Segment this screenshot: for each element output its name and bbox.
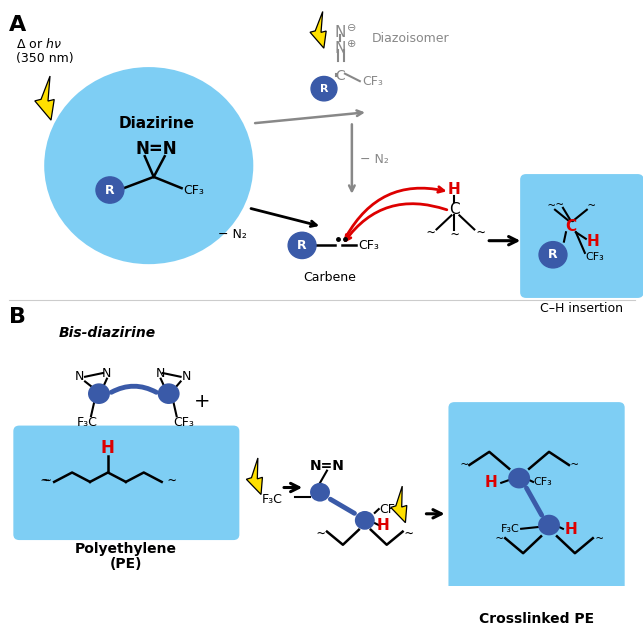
Text: CF₃: CF₃	[362, 75, 383, 88]
Text: ~: ~	[404, 528, 413, 541]
Text: C–H insertion: C–H insertion	[540, 302, 623, 315]
Text: H: H	[565, 522, 577, 537]
Text: +: +	[194, 392, 211, 411]
Text: ~: ~	[317, 528, 325, 541]
Circle shape	[311, 77, 337, 101]
Text: H: H	[448, 181, 461, 197]
Polygon shape	[310, 11, 327, 48]
Text: R: R	[319, 83, 328, 93]
Text: ~: ~	[587, 199, 594, 212]
Text: ~: ~	[42, 475, 50, 489]
Circle shape	[96, 177, 124, 203]
Circle shape	[539, 242, 567, 268]
Text: (PE): (PE)	[109, 557, 142, 571]
Text: ~: ~	[547, 199, 554, 212]
Text: Diazoisomer: Diazoisomer	[372, 32, 450, 45]
Text: C: C	[449, 202, 460, 217]
Text: CF₃: CF₃	[174, 416, 194, 429]
Circle shape	[538, 515, 560, 535]
Circle shape	[508, 468, 530, 488]
Text: C: C	[335, 69, 345, 83]
Text: ~: ~	[167, 475, 176, 489]
Text: CF₃: CF₃	[379, 503, 400, 516]
Circle shape	[288, 232, 316, 259]
Text: ~: ~	[460, 459, 468, 472]
Text: R: R	[548, 249, 558, 261]
Text: H: H	[485, 475, 498, 490]
Text: H: H	[101, 439, 115, 457]
Text: Diazirine: Diazirine	[118, 116, 194, 131]
Text: ~: ~	[476, 227, 484, 241]
Text: ~: ~	[595, 531, 603, 545]
Text: CF₃: CF₃	[533, 477, 552, 487]
Circle shape	[88, 383, 110, 404]
Polygon shape	[391, 486, 407, 523]
Text: N: N	[182, 370, 191, 383]
Text: CF₃: CF₃	[586, 252, 605, 262]
Text: ~: ~	[426, 227, 435, 241]
Text: ~: ~	[495, 531, 503, 545]
FancyBboxPatch shape	[520, 174, 643, 298]
Text: $\Delta$ or $h\nu$: $\Delta$ or $h\nu$	[16, 37, 62, 51]
Polygon shape	[35, 76, 54, 120]
Circle shape	[158, 383, 180, 404]
Text: ⊖: ⊖	[347, 23, 357, 33]
Text: N: N	[334, 40, 346, 56]
Circle shape	[44, 67, 253, 264]
Text: ~: ~	[450, 229, 459, 243]
Text: − N₂: − N₂	[360, 153, 389, 166]
Text: H: H	[587, 234, 599, 249]
Text: A: A	[10, 16, 26, 36]
Text: Bis-diazirine: Bis-diazirine	[59, 326, 156, 340]
Text: C: C	[565, 219, 576, 234]
Text: R: R	[105, 184, 115, 196]
Text: N=N: N=N	[136, 140, 178, 158]
Text: N=N: N=N	[310, 459, 345, 473]
Text: Crosslinked PE: Crosslinked PE	[478, 612, 594, 623]
Text: N: N	[334, 25, 346, 40]
FancyBboxPatch shape	[448, 402, 625, 611]
Circle shape	[310, 483, 330, 502]
Text: (350 nm): (350 nm)	[16, 52, 74, 65]
Polygon shape	[247, 458, 263, 495]
Text: ~: ~	[40, 475, 48, 489]
Text: F₃C: F₃C	[77, 416, 98, 429]
Circle shape	[355, 511, 375, 530]
Text: ~: ~	[555, 197, 563, 211]
Text: B: B	[10, 307, 26, 327]
Text: CF₃: CF₃	[184, 184, 205, 196]
Text: H: H	[376, 518, 389, 533]
Text: N: N	[74, 370, 84, 383]
Text: N: N	[156, 366, 166, 379]
Text: CF₃: CF₃	[358, 239, 379, 252]
Text: N: N	[102, 366, 111, 379]
Text: ~: ~	[570, 459, 578, 472]
Text: F₃C: F₃C	[261, 493, 282, 506]
Text: ⊕: ⊕	[347, 39, 357, 49]
Text: Carbene: Carbene	[303, 271, 356, 283]
Text: R: R	[298, 239, 307, 252]
Text: F₃C: F₃C	[501, 524, 520, 534]
Text: Polyethylene: Polyethylene	[75, 542, 177, 556]
Text: − N₂: − N₂	[218, 227, 247, 240]
FancyBboxPatch shape	[14, 426, 240, 540]
